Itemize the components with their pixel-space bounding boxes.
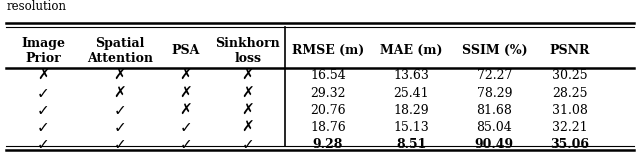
Text: 30.25: 30.25 bbox=[552, 69, 588, 82]
Text: SSIM (%): SSIM (%) bbox=[461, 44, 527, 57]
Text: ✓: ✓ bbox=[37, 120, 49, 135]
Text: 9.28: 9.28 bbox=[313, 138, 343, 151]
Text: MAE (m): MAE (m) bbox=[380, 44, 442, 57]
Text: 20.76: 20.76 bbox=[310, 104, 346, 117]
Text: 72.27: 72.27 bbox=[477, 69, 512, 82]
Text: 13.63: 13.63 bbox=[393, 69, 429, 82]
Text: 29.32: 29.32 bbox=[310, 87, 346, 100]
Text: ✗: ✗ bbox=[114, 86, 126, 101]
Text: 31.08: 31.08 bbox=[552, 104, 588, 117]
Text: 28.25: 28.25 bbox=[552, 87, 588, 100]
Text: ✓: ✓ bbox=[179, 120, 192, 135]
Text: ✓: ✓ bbox=[37, 103, 49, 118]
Text: 35.06: 35.06 bbox=[550, 138, 589, 151]
Text: Sinkhorn
loss: Sinkhorn loss bbox=[216, 37, 280, 65]
Text: ✗: ✗ bbox=[179, 68, 192, 83]
Text: 8.51: 8.51 bbox=[396, 138, 426, 151]
Text: PSA: PSA bbox=[172, 44, 200, 57]
Text: ✗: ✗ bbox=[114, 68, 126, 83]
Text: RMSE (m): RMSE (m) bbox=[292, 44, 364, 57]
Text: ✗: ✗ bbox=[37, 68, 49, 83]
Text: resolution: resolution bbox=[6, 0, 67, 13]
Text: ✓: ✓ bbox=[242, 137, 254, 152]
Text: 78.29: 78.29 bbox=[477, 87, 512, 100]
Text: Image
Prior: Image Prior bbox=[21, 37, 65, 65]
Text: ✓: ✓ bbox=[37, 86, 49, 101]
Text: ✗: ✗ bbox=[242, 68, 254, 83]
Text: 90.49: 90.49 bbox=[475, 138, 514, 151]
Text: 25.41: 25.41 bbox=[394, 87, 429, 100]
Text: Spatial
Attention: Spatial Attention bbox=[87, 37, 153, 65]
Text: ✗: ✗ bbox=[242, 120, 254, 135]
Text: ✗: ✗ bbox=[242, 86, 254, 101]
Text: ✓: ✓ bbox=[114, 120, 126, 135]
Text: PSNR: PSNR bbox=[549, 44, 590, 57]
Text: ✓: ✓ bbox=[37, 137, 49, 152]
Text: 15.13: 15.13 bbox=[394, 121, 429, 134]
Text: ✓: ✓ bbox=[179, 137, 192, 152]
Text: ✗: ✗ bbox=[242, 103, 254, 118]
Text: ✗: ✗ bbox=[179, 103, 192, 118]
Text: 18.29: 18.29 bbox=[394, 104, 429, 117]
Text: 81.68: 81.68 bbox=[476, 104, 513, 117]
Text: 18.76: 18.76 bbox=[310, 121, 346, 134]
Text: ✗: ✗ bbox=[179, 86, 192, 101]
Text: ✓: ✓ bbox=[114, 103, 126, 118]
Text: 16.54: 16.54 bbox=[310, 69, 346, 82]
Text: ✓: ✓ bbox=[114, 137, 126, 152]
Text: 32.21: 32.21 bbox=[552, 121, 588, 134]
Text: 85.04: 85.04 bbox=[477, 121, 512, 134]
